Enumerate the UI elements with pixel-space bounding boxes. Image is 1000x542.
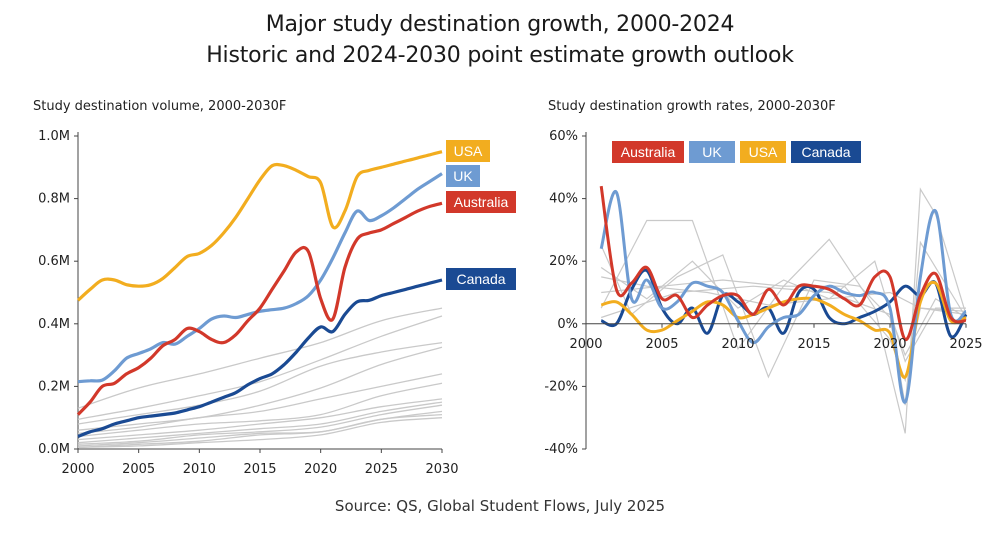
usa-end-label: USA — [454, 143, 483, 159]
legend-usa-label: USA — [749, 144, 778, 160]
canada-end-label-box — [446, 268, 516, 290]
usa-growth-line — [600, 280, 967, 379]
chart-title-line-1: Major study destination growth, 2000-202… — [265, 12, 735, 37]
australia-volume-line — [76, 201, 443, 416]
x-tick-label: 2010 — [183, 462, 216, 477]
x-tick-label: 2030 — [425, 462, 458, 477]
australia-end-label-box — [446, 191, 516, 213]
left-chart-subtitle: Study destination volume, 2000-2030F — [33, 99, 287, 114]
chart-title-line-2: Historic and 2024-2030 point estimate gr… — [206, 43, 794, 68]
y-tick-label: 0.8M — [38, 192, 70, 207]
usa-end-label-box — [446, 140, 490, 162]
x-tick-label: 2015 — [797, 337, 830, 352]
legend-uk-label: UK — [702, 144, 722, 160]
canada-volume-line — [77, 278, 443, 438]
y-tick-label: 0.2M — [38, 379, 70, 394]
x-tick-label: 2015 — [243, 462, 276, 477]
uk-growth-line — [599, 190, 967, 404]
other-destination-line — [77, 307, 443, 409]
x-tick-label: 2005 — [122, 462, 155, 477]
right-chart-subtitle: Study destination growth rates, 2000-203… — [548, 99, 836, 114]
x-tick-label: 2020 — [304, 462, 337, 477]
other-destination-line — [77, 346, 443, 431]
legend-canada-label: Canada — [801, 144, 850, 160]
legend-usa-box — [740, 141, 786, 163]
x-tick-label: 2000 — [61, 462, 94, 477]
usa-volume-line — [76, 150, 443, 302]
other-destination-growth-line — [600, 187, 967, 434]
other-destination-line — [77, 398, 443, 441]
y-tick-label: -20% — [544, 379, 578, 394]
australia-end-label: Australia — [454, 194, 509, 210]
x-tick-label: 2025 — [365, 462, 398, 477]
legend-australia-label: Australia — [621, 144, 676, 160]
other-destination-line — [77, 401, 443, 444]
legend-uk-box — [689, 141, 735, 163]
x-tick-label: 2010 — [721, 337, 754, 352]
other-destination-line — [77, 404, 443, 445]
y-tick-label: -40% — [544, 442, 578, 457]
australia-growth-line — [599, 185, 967, 341]
x-tick-label: 2005 — [645, 337, 678, 352]
growth-rate-chart: -40% -20% 0% 20% 40% 60% 2000 2005 2010 2015 2020 2… — [544, 129, 982, 457]
y-tick-label: 20% — [549, 254, 578, 269]
uk-end-label: UK — [453, 168, 473, 184]
y-tick-label: 60% — [549, 129, 578, 144]
volume-chart: 0.0M 0.2M 0.4M 0.6M 0.8M 1.0M 2000 2005 2010 2015… — [38, 129, 516, 477]
y-tick-label: 40% — [549, 192, 578, 207]
legend-australia-box — [612, 141, 684, 163]
other-destination-line — [77, 382, 443, 438]
x-tick-label: 2020 — [873, 337, 906, 352]
x-tick-label: 2025 — [949, 337, 982, 352]
x-tick-label: 2000 — [569, 337, 602, 352]
other-destination-line — [77, 341, 443, 425]
legend-canada-box — [791, 141, 861, 163]
other-destination-line — [77, 315, 443, 420]
y-tick-label: 0.4M — [38, 317, 70, 332]
y-tick-label: 0% — [557, 317, 578, 332]
y-tick-label: 0.6M — [38, 254, 70, 269]
other-destination-line — [77, 413, 443, 449]
other-destination-line — [77, 373, 443, 435]
other-destination-growth-line — [600, 260, 966, 363]
canada-end-label: Canada — [456, 271, 505, 287]
other-destination-line — [77, 417, 443, 449]
uk-volume-line — [77, 172, 443, 384]
y-tick-label: 1.0M — [38, 129, 70, 144]
uk-end-label-box — [446, 165, 480, 187]
y-tick-label: 0.0M — [38, 442, 70, 457]
source-note: Source: QS, Global Student Flows, July 2… — [334, 497, 666, 515]
